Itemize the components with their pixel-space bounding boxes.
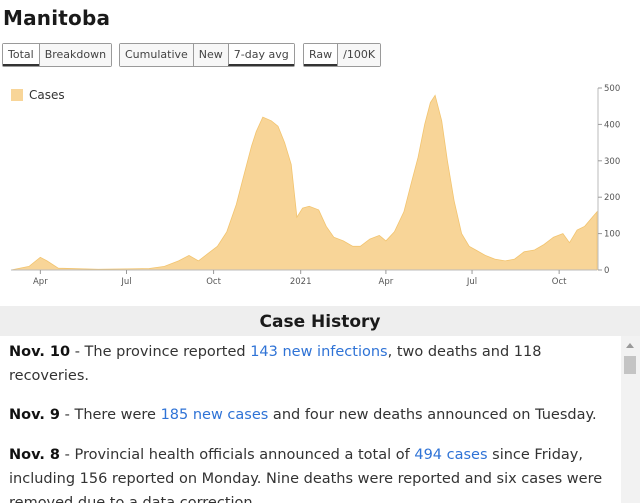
entry-text: - Provincial health officials announced … (60, 447, 415, 463)
total-breakdown-toggle: Total Breakdown (2, 43, 113, 67)
entry-date: Nov. 8 (9, 447, 61, 463)
cases-chart: 0 100 200 300 400 500 Apr Jul Oct 2021 Apr Jul Oct (0, 78, 640, 306)
entry-date: Nov. 9 (9, 407, 61, 423)
scale-toggle: Raw /100K (303, 43, 382, 67)
seven-day-avg-button[interactable]: 7-day avg (227, 44, 294, 66)
metric-toggle: Cumulative New 7-day avg (119, 43, 295, 67)
y-tick-label: 200 (604, 193, 620, 203)
scroll-thumb[interactable] (624, 356, 636, 374)
history-entry: Nov. 10 - The province reported 143 new … (9, 340, 609, 388)
case-history-list: Nov. 10 - The province reported 143 new … (0, 336, 621, 503)
y-tick-label: 300 (604, 157, 620, 167)
x-tick-label: Jul (466, 277, 477, 287)
total-button[interactable]: Total (3, 44, 39, 66)
entry-date: Nov. 10 (9, 344, 71, 360)
entry-link[interactable]: 494 cases (414, 447, 488, 463)
x-tick-label: Oct (552, 277, 567, 287)
entry-text: , two deaths and 118 recoveries. (9, 344, 542, 384)
entry-text: since Friday, including 156 reported on … (9, 447, 603, 503)
breakdown-button[interactable]: Breakdown (38, 44, 112, 66)
entry-text: - The province reported (70, 344, 251, 360)
y-tick-label: 500 (604, 84, 620, 94)
history-scrollbar[interactable] (621, 336, 640, 503)
page-title: Manitoba (3, 6, 111, 30)
entry-text: and four new deaths announced on Tuesday… (268, 407, 597, 423)
x-tick-label: Oct (206, 277, 221, 287)
new-button[interactable]: New (192, 44, 228, 66)
chart-legend: Cases (11, 88, 65, 102)
scroll-up-icon[interactable] (626, 343, 634, 348)
entry-text: - There were (60, 407, 161, 423)
legend-swatch (11, 89, 23, 101)
cases-chart-svg: 0 100 200 300 400 500 Apr Jul Oct 2021 Apr Jul Oct (10, 84, 620, 287)
y-tick-label: 400 (604, 120, 620, 130)
y-tick-label: 100 (604, 230, 620, 240)
x-tick-label: Apr (379, 277, 394, 287)
y-tick-label: 0 (604, 266, 609, 276)
x-tick-label: 2021 (290, 277, 312, 287)
cumulative-button[interactable]: Cumulative (120, 44, 193, 66)
per-100k-button[interactable]: /100K (337, 44, 381, 66)
entry-link[interactable]: 143 new infections (250, 344, 388, 360)
history-entry: Nov. 8 - Provincial health officials ann… (9, 443, 609, 503)
history-entry: Nov. 9 - There were 185 new cases and fo… (9, 403, 609, 427)
legend-label: Cases (29, 88, 65, 102)
x-tick-label: Jul (120, 277, 131, 287)
entry-link[interactable]: 185 new cases (160, 407, 269, 423)
x-tick-label: Apr (33, 277, 48, 287)
cases-area (10, 94, 598, 271)
raw-button[interactable]: Raw (304, 44, 338, 66)
case-history-heading: Case History (0, 306, 640, 336)
